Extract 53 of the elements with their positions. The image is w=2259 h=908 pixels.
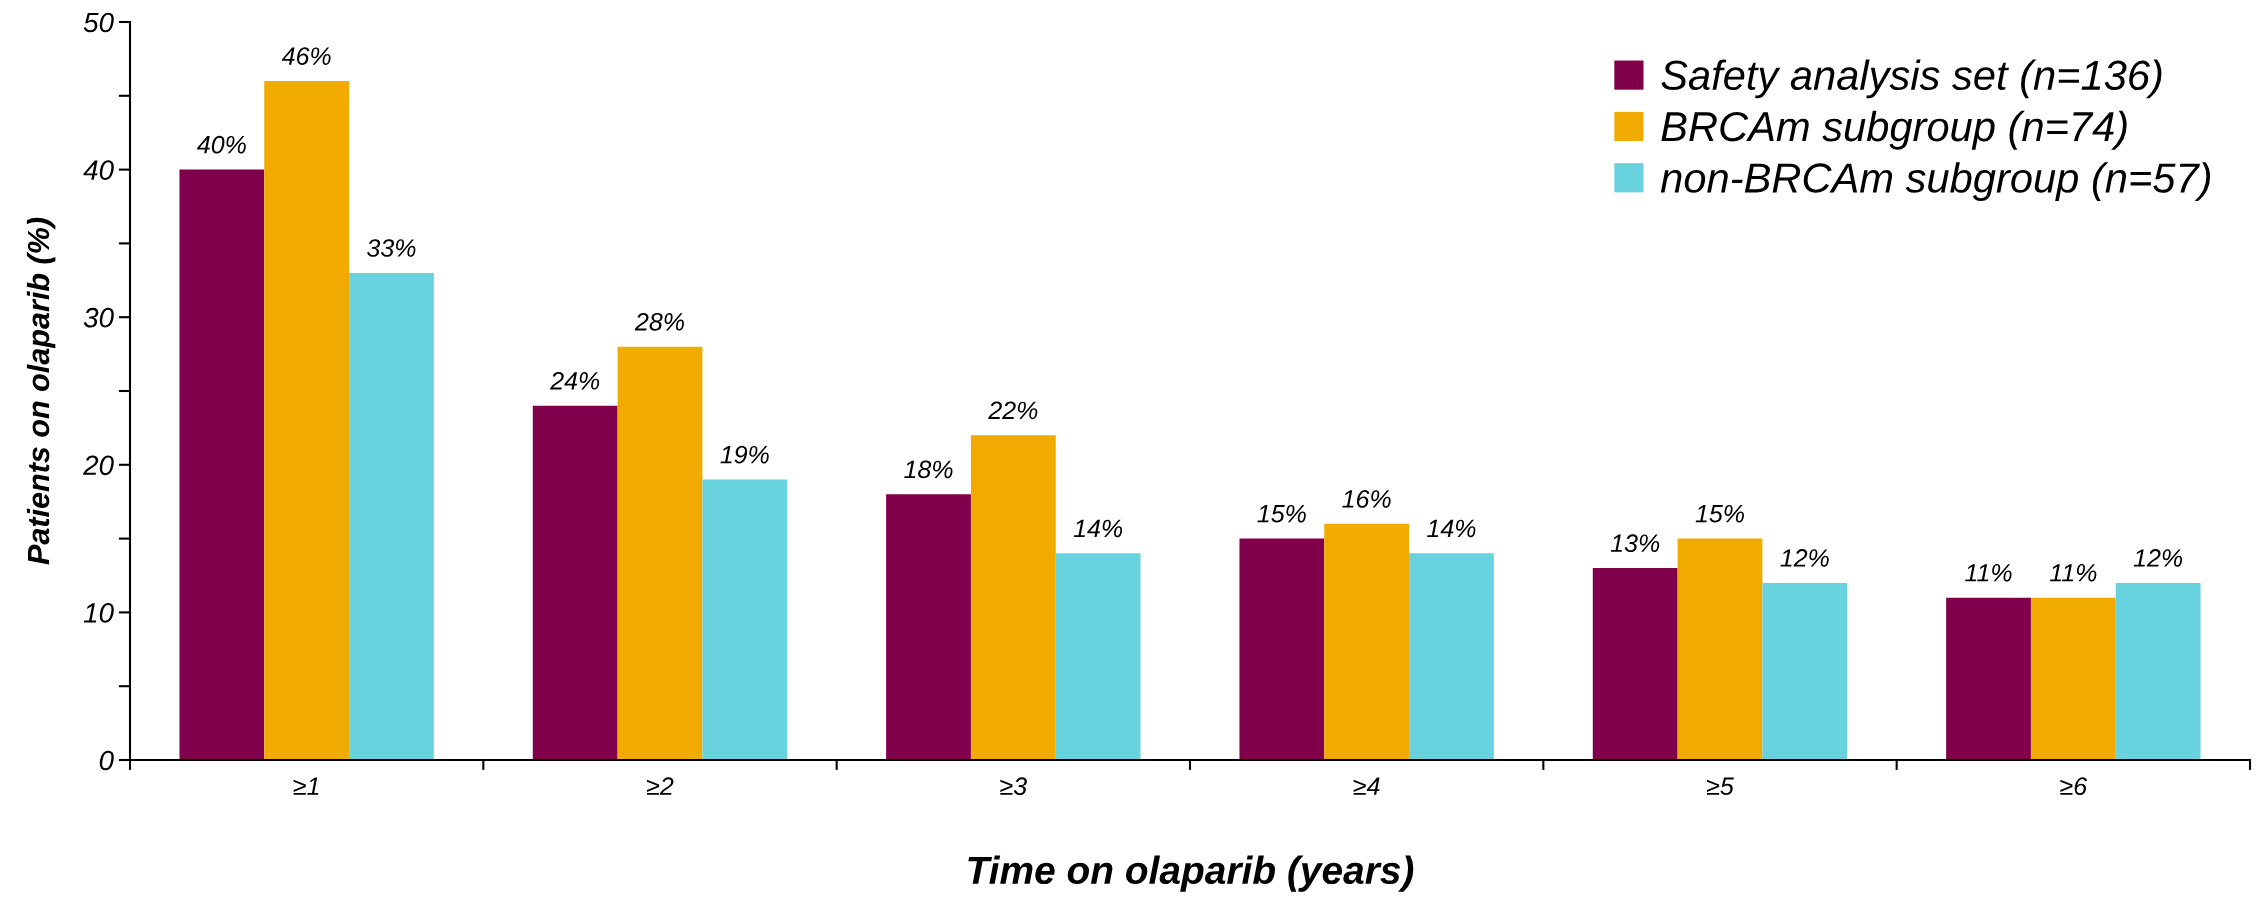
data-label: 13%: [1610, 534, 1660, 553]
data-label: 40%: [197, 135, 246, 154]
bar: [702, 479, 788, 760]
y-tick-label: 40: [83, 160, 114, 180]
bar: [886, 494, 971, 760]
data-label: 16%: [1342, 490, 1391, 508]
y-tick-label: 10: [83, 603, 114, 623]
bar: [1677, 538, 1763, 760]
data-label: 15%: [1695, 504, 1744, 523]
data-label: 11%: [2049, 563, 2097, 582]
bar: [179, 169, 265, 760]
data-label: 14%: [1427, 519, 1476, 538]
bar: [2030, 597, 2116, 760]
legend-label: Safety analysis set (n=136): [1661, 59, 2162, 99]
bar: [532, 405, 618, 760]
legend-label: BRCAm subgroup (n=74): [1661, 110, 2127, 150]
data-label: 15%: [1257, 504, 1306, 523]
y-tick-label: 0: [99, 750, 114, 771]
data-label: 12%: [2133, 549, 2183, 567]
data-label: 22%: [988, 401, 1038, 420]
data-label: 14%: [1073, 519, 1123, 538]
data-label: 11%: [1965, 563, 2012, 582]
x-tick-label: ≥5: [1706, 777, 1734, 796]
data-label: 12%: [1780, 549, 1829, 567]
data-label: 33%: [367, 239, 416, 257]
legend-label: non-BRCAm subgroup (n=57): [1660, 162, 2211, 202]
y-tick-label: 50: [83, 12, 114, 33]
bar: [2115, 582, 2201, 760]
bar: [1324, 523, 1410, 760]
bar: [1409, 553, 1494, 760]
x-tick-label: ≥2: [646, 777, 674, 795]
x-tick-label: ≥6: [2060, 777, 2088, 796]
bar: [1946, 597, 2031, 760]
y-tick-label: 20: [82, 455, 114, 476]
data-label: 46%: [281, 47, 331, 65]
bar: [970, 435, 1056, 760]
y-axis-title: Patients on olaparib (%): [26, 217, 56, 565]
bar: [1592, 568, 1678, 760]
data-label: 18%: [904, 460, 953, 479]
bar: [617, 346, 703, 760]
bar: [1762, 582, 1848, 760]
bar: [1055, 553, 1141, 760]
x-tick-label: ≥1: [293, 777, 319, 795]
x-tick-label: ≥4: [1353, 777, 1380, 795]
bar: [1239, 538, 1325, 760]
bar: [264, 81, 350, 760]
bar: [349, 272, 434, 760]
x-axis-title: Time on olaparib (years): [968, 855, 1414, 892]
x-tick-label: ≥3: [1000, 777, 1027, 796]
data-label: 19%: [720, 445, 769, 464]
y-tick-label: 30: [83, 307, 114, 328]
data-label: 28%: [634, 312, 684, 331]
data-label: 24%: [550, 372, 600, 390]
